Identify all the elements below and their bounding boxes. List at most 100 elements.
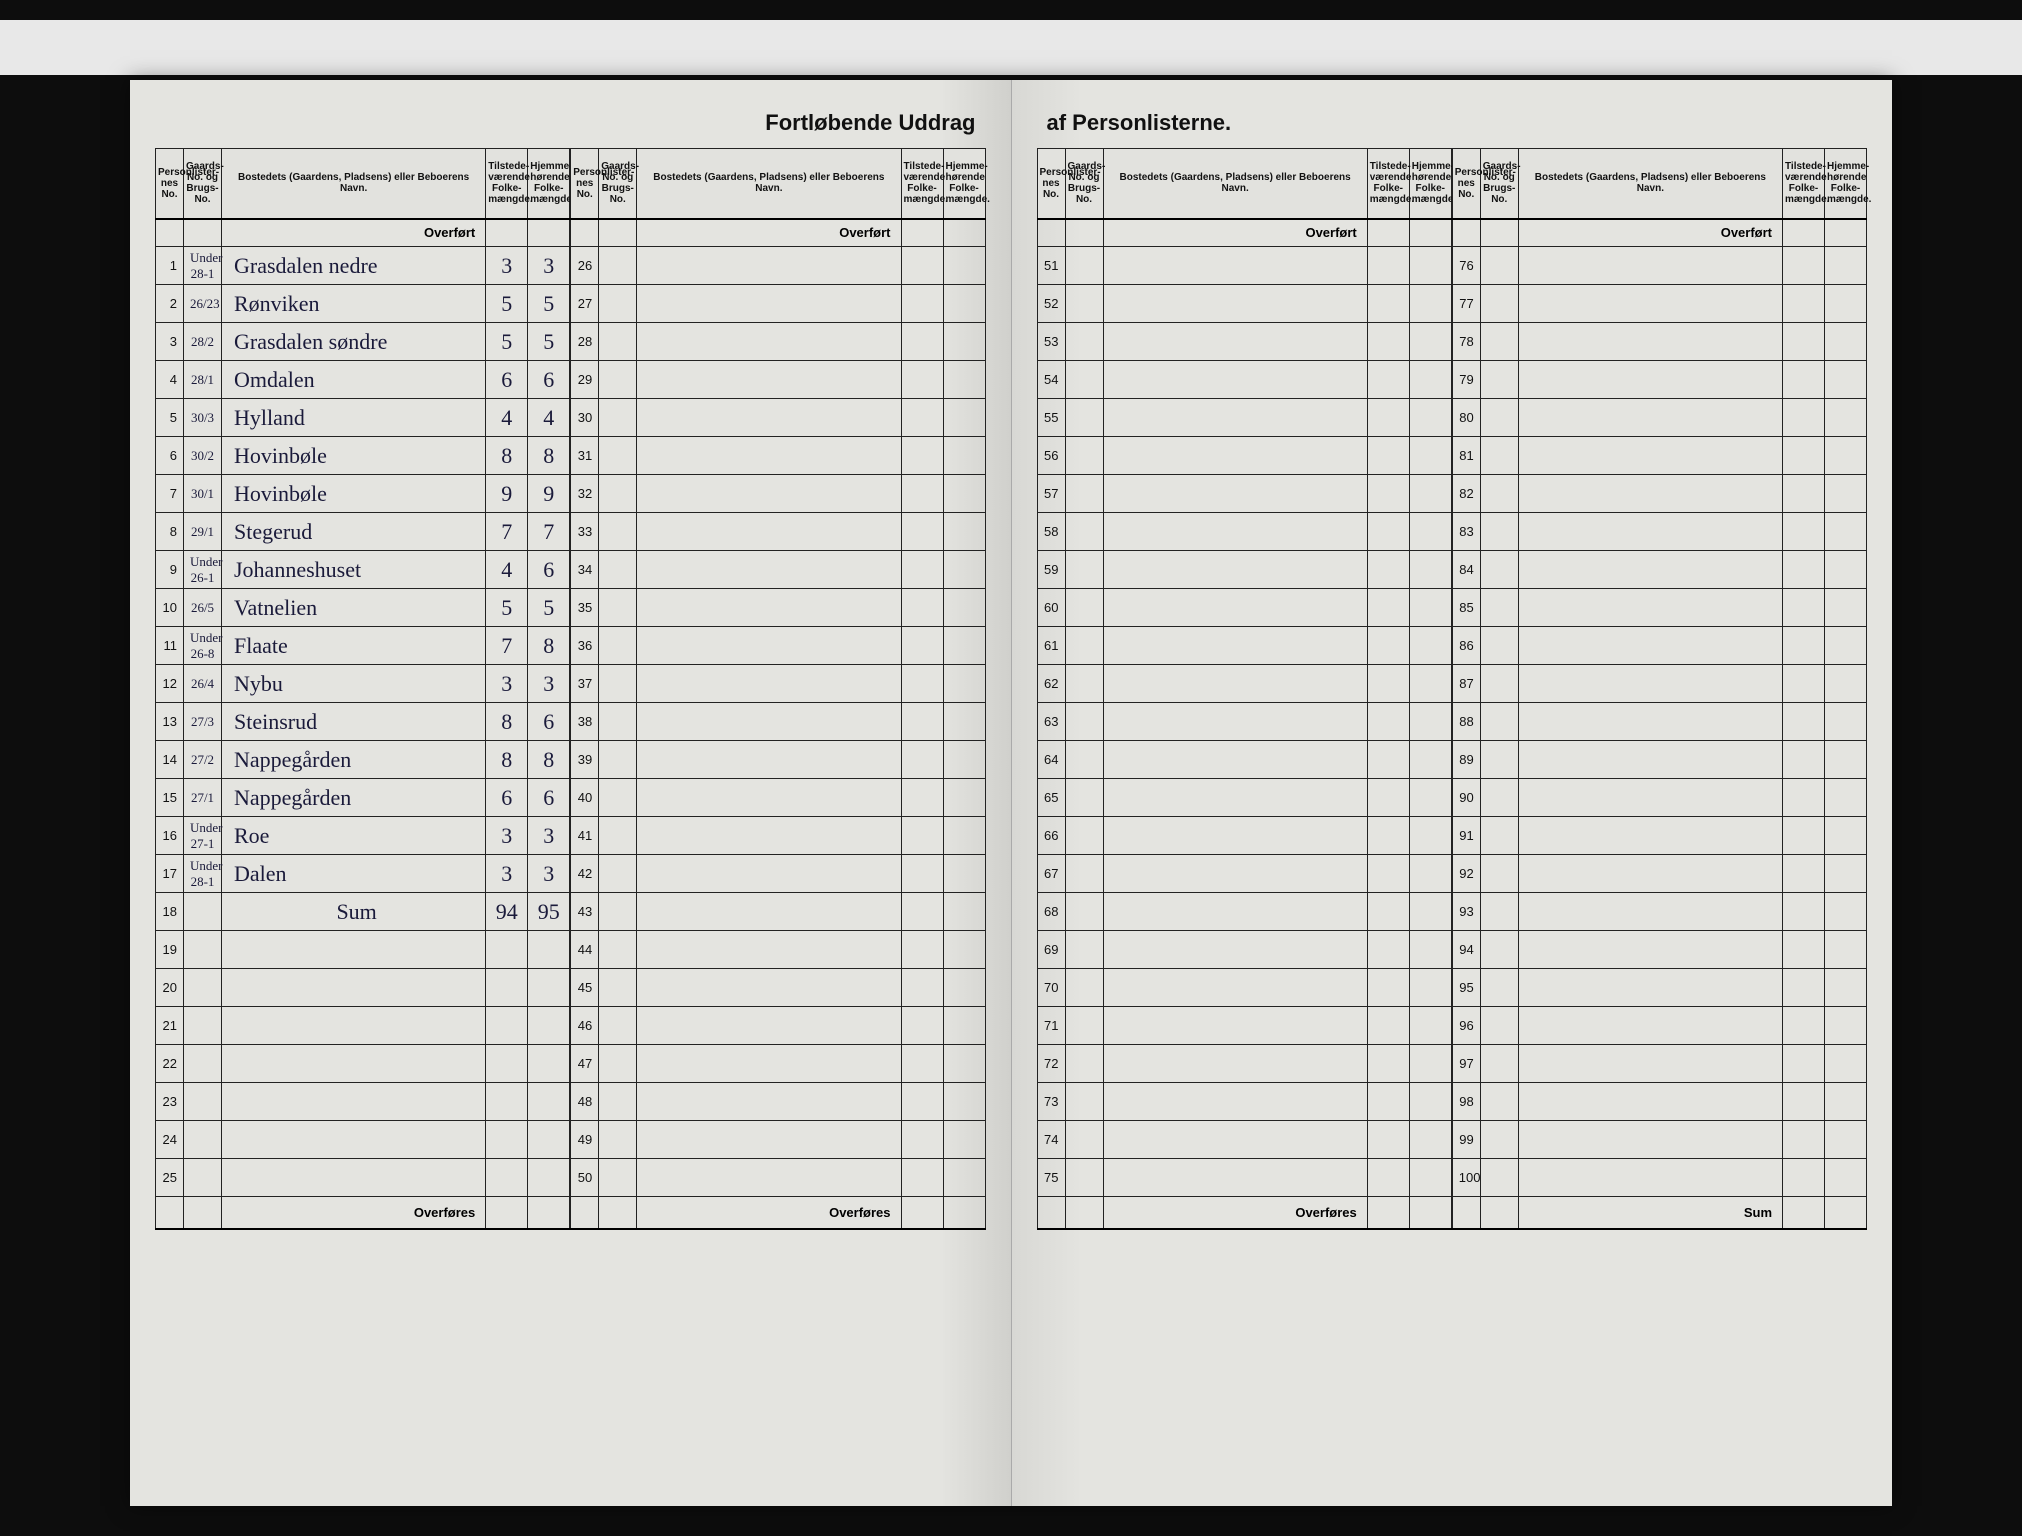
cell-val: [1409, 779, 1451, 817]
cell-name: Sum: [222, 893, 486, 931]
cell-val: [1409, 855, 1451, 893]
cell-name: [1518, 247, 1782, 285]
cell-val: [1367, 437, 1409, 475]
cell-name: Steinsrud: [222, 703, 486, 741]
cell-name: [637, 779, 901, 817]
cell-name: [1518, 475, 1782, 513]
table-row: 55: [1037, 399, 1451, 437]
header-tilstede: Tilstede-værende Folke-mængde.: [1783, 149, 1825, 219]
cell-gaard: [184, 1007, 222, 1045]
cell-val: [1825, 285, 1867, 323]
cell-val: [528, 931, 570, 969]
cell-gaard: [1480, 1007, 1518, 1045]
cell-gaard: [599, 969, 637, 1007]
cell-val: [486, 969, 528, 1007]
cell-name: [637, 817, 901, 855]
cell-val: [1825, 475, 1867, 513]
cell-num: 72: [1037, 1045, 1065, 1083]
table-row: 428/1Omdalen66: [156, 361, 570, 399]
cell-num: 8: [156, 513, 184, 551]
table-row: 9Under 26-1Johanneshuset46: [156, 551, 570, 589]
cell-name: [222, 931, 486, 969]
table-row: 68: [1037, 893, 1451, 931]
cell-num: 9: [156, 551, 184, 589]
cell-gaard: [1065, 323, 1103, 361]
cell-val: [901, 855, 943, 893]
cell-name: Rønviken: [222, 285, 486, 323]
cell-num: 89: [1452, 741, 1480, 779]
header-tilstede: Tilstede-værende Folke-mængde.: [1367, 149, 1409, 219]
cell-gaard: [1065, 893, 1103, 931]
cell-name: [222, 1121, 486, 1159]
table-row: 530/3Hylland44: [156, 399, 570, 437]
cell-gaard: [1480, 817, 1518, 855]
table-row: 20: [156, 969, 570, 1007]
header-personlist-no: Personlister-nes No.: [1452, 149, 1480, 219]
table-row: 96: [1452, 1007, 1866, 1045]
cell-gaard: [599, 855, 637, 893]
cell-val: 7: [528, 513, 570, 551]
cell-num: 43: [571, 893, 599, 931]
cell-num: 34: [571, 551, 599, 589]
cell-num: 68: [1037, 893, 1065, 931]
cell-num: 3: [156, 323, 184, 361]
cell-val: [1367, 323, 1409, 361]
cell-val: [943, 817, 985, 855]
cell-gaard: [184, 931, 222, 969]
cell-val: [1367, 1121, 1409, 1159]
cell-num: 83: [1452, 513, 1480, 551]
cell-gaard: [1065, 285, 1103, 323]
cell-gaard: [1480, 361, 1518, 399]
cell-val: [943, 323, 985, 361]
table-row: 25: [156, 1159, 570, 1197]
cell-num: 27: [571, 285, 599, 323]
cell-val: [1783, 893, 1825, 931]
table-row: 33: [571, 513, 985, 551]
cell-num: 39: [571, 741, 599, 779]
cell-val: [1409, 741, 1451, 779]
cell-name: [1518, 779, 1782, 817]
cell-val: [1409, 437, 1451, 475]
cell-val: [486, 1045, 528, 1083]
cell-gaard: [1065, 475, 1103, 513]
table-row: 65: [1037, 779, 1451, 817]
cell-val: [1783, 779, 1825, 817]
ledger-block-1: Personlister-nes No. Gaards-No. og Brugs…: [155, 148, 570, 1230]
cell-val: 8: [528, 627, 570, 665]
table-row: 1427/2Nappegården88: [156, 741, 570, 779]
cell-gaard: Under 28-1: [184, 855, 222, 893]
cell-gaard: [1480, 1045, 1518, 1083]
scan-background: Fortløbende Uddrag Personlister-nes No. …: [0, 0, 2022, 1536]
cell-name: [1103, 513, 1367, 551]
cell-val: [528, 1007, 570, 1045]
table-row: 69: [1037, 931, 1451, 969]
cell-name: [1518, 513, 1782, 551]
cell-val: 95: [528, 893, 570, 931]
cell-val: [1367, 551, 1409, 589]
cell-gaard: [184, 1159, 222, 1197]
cell-val: [1367, 1083, 1409, 1121]
cell-name: [637, 1007, 901, 1045]
cell-num: 66: [1037, 817, 1065, 855]
cell-gaard: 29/1: [184, 513, 222, 551]
cell-val: 3: [528, 855, 570, 893]
cell-name: [1518, 627, 1782, 665]
table-row: 54: [1037, 361, 1451, 399]
table-row: 328/2Grasdalen søndre55: [156, 323, 570, 361]
cell-val: [1367, 361, 1409, 399]
table-row: 829/1Stegerud77: [156, 513, 570, 551]
cell-name: [1518, 361, 1782, 399]
cell-name: [1103, 551, 1367, 589]
cell-val: 5: [486, 323, 528, 361]
cell-val: [528, 1121, 570, 1159]
cell-num: 40: [571, 779, 599, 817]
cell-num: 92: [1452, 855, 1480, 893]
cell-gaard: [1065, 665, 1103, 703]
cell-name: [1518, 969, 1782, 1007]
cell-val: [943, 703, 985, 741]
cell-val: [943, 627, 985, 665]
cell-name: [1103, 931, 1367, 969]
header-hjemme: Hjemme-hørende Folke-mængde.: [1409, 149, 1451, 219]
cell-val: [1783, 551, 1825, 589]
cell-name: [637, 323, 901, 361]
